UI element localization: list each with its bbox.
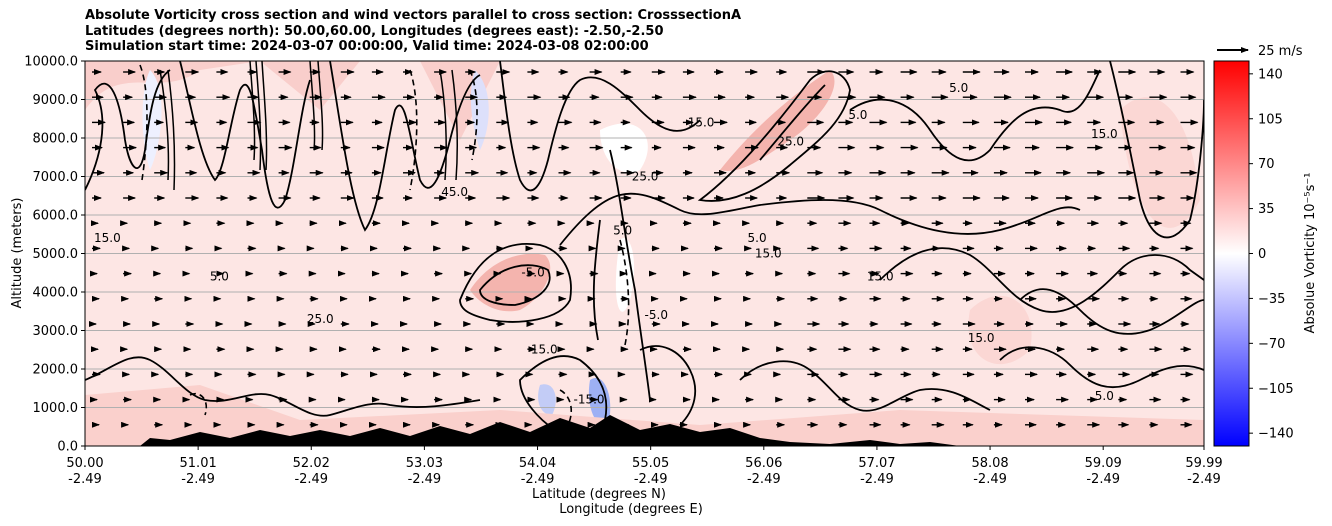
colorbar-tick-label: −35: [1258, 292, 1285, 307]
x-tick-lat: 59.09: [1085, 456, 1122, 471]
x-tick-lat: 58.08: [971, 456, 1008, 471]
contour-label: 25.0: [632, 169, 659, 183]
y-tick-label: 5000.0: [33, 247, 79, 262]
x-tick-lat: 50.00: [66, 456, 103, 471]
colorbar-tick-label: −70: [1258, 337, 1285, 352]
contour-label: 5.0: [613, 223, 632, 237]
colorbar-label: Absolue Vorticity 10⁻⁵s⁻¹: [1303, 173, 1318, 334]
y-tick-label: 0.0: [57, 440, 78, 455]
y-tick-label: 4000.0: [33, 286, 79, 301]
colorbar-tick-label: −105: [1258, 382, 1294, 397]
x-tick-lat: 57.07: [858, 456, 895, 471]
y-tick-label: 6000.0: [33, 209, 79, 224]
contour-label: 5.0: [949, 81, 968, 95]
contour-lines: [85, 61, 1204, 438]
contour-label: 15.0: [867, 269, 894, 283]
terrain-surface: [140, 415, 960, 446]
x-tick-lon: -2.49: [521, 472, 555, 487]
x-tick-lon: -2.49: [1086, 472, 1120, 487]
contour-label: 25.0: [777, 135, 804, 149]
y-tick-label: 8000.0: [33, 132, 79, 147]
y-tick-label: 10000.0: [24, 55, 78, 70]
contour-label: -5.0: [645, 308, 668, 322]
contour-label: 15.0: [94, 231, 121, 245]
contour-label: 15.0: [755, 246, 782, 260]
y-axis-label: Altitude (meters): [10, 198, 25, 309]
x-axis-label-lon: Longitude (degrees E): [559, 502, 703, 517]
x-tick-lon: -2.49: [860, 472, 894, 487]
x-tick-lat: 59.99: [1185, 456, 1222, 471]
y-tick-label: 1000.0: [33, 401, 79, 416]
colorbar-tick-label: −140: [1258, 427, 1294, 442]
colorbar-tick-label: 70: [1258, 157, 1275, 172]
colorbar-tick-label: 35: [1258, 202, 1275, 217]
x-tick-lon: -2.49: [68, 472, 102, 487]
contour-labels: 15.05.025.045.0-5.015.05.025.015.05.0-5.…: [94, 81, 1118, 407]
contour-label: 15.0: [968, 331, 995, 345]
x-axis-ticks: 50.00-2.4951.01-2.4952.02-2.4953.03-2.49…: [66, 446, 1223, 487]
contour-label: 5.0: [210, 269, 229, 283]
colorbar-tick-label: 105: [1258, 112, 1283, 127]
y-tick-label: 7000.0: [33, 170, 79, 185]
contour-label: 15.0: [531, 343, 558, 357]
contour-label: 5.0: [1095, 389, 1114, 403]
x-tick-lon: -2.49: [408, 472, 442, 487]
x-tick-lat: 55.05: [632, 456, 669, 471]
y-axis-ticks: 0.0 1000.0 2000.0 3000.0 4000.0 5000.0 6000.0 7…: [24, 55, 85, 455]
x-tick-lat: 56.06: [745, 456, 782, 471]
title-line-3: Simulation start time: 2024-03-07 00:00:…: [85, 39, 649, 54]
colorbar-tick-label: 0: [1258, 247, 1266, 262]
colorbar-ticks: 140 105 70 35 0 −35 −70 −105 −140: [1249, 67, 1294, 442]
x-tick-lon: -2.49: [747, 472, 781, 487]
contour-label: 15.0: [1091, 127, 1118, 141]
x-tick-lon: -2.49: [294, 472, 328, 487]
title-line-2: Latitudes (degrees north): 50.00,60.00, …: [85, 23, 664, 39]
colorbar: [1213, 60, 1250, 447]
x-tick-lat: 53.03: [406, 456, 443, 471]
figure-title: Absolute Vorticity cross section and win…: [85, 8, 741, 55]
y-tick-label: 9000.0: [33, 93, 79, 108]
contour-label: -15.0: [574, 393, 605, 407]
title-line-1: Absolute Vorticity cross section and win…: [85, 8, 742, 23]
wind-vectors: [89, 69, 1199, 428]
contour-label: 15.0: [688, 115, 715, 129]
colorbar-tick-label: 140: [1258, 67, 1283, 82]
contour-label: 5.0: [748, 231, 767, 245]
x-tick-lon: -2.49: [634, 472, 668, 487]
contour-label: 45.0: [441, 185, 468, 199]
y-tick-label: 3000.0: [33, 324, 79, 339]
contour-label: 5.0: [848, 108, 867, 122]
contour-label: -5.0: [521, 266, 544, 280]
contour-label: 25.0: [307, 312, 334, 326]
y-tick-label: 2000.0: [33, 363, 79, 378]
x-tick-lat: 52.02: [293, 456, 330, 471]
x-tick-lon: -2.49: [1187, 472, 1221, 487]
x-axis-label-lat: Latitude (degrees N): [532, 487, 666, 502]
x-tick-lon: -2.49: [973, 472, 1007, 487]
x-tick-lon: -2.49: [181, 472, 215, 487]
wind-key-label: 25 m/s: [1258, 44, 1303, 59]
x-tick-lat: 51.01: [180, 456, 217, 471]
x-tick-lat: 54.04: [519, 456, 556, 471]
